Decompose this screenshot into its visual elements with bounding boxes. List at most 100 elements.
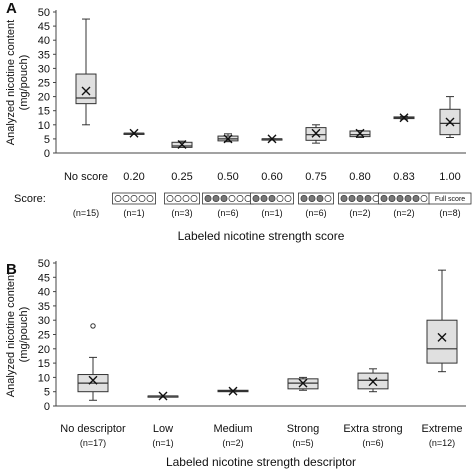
chart-panel-a: A 0 5 10 15 20 25 30 35 40 45 50 Analyzed nicotine c… <box>5 0 472 243</box>
score-dot-empty <box>114 195 122 202</box>
box-1 <box>147 391 179 401</box>
score-icon <box>338 192 382 205</box>
y-tick-label: 30 <box>38 63 50 75</box>
count-label: (n=6) <box>217 208 238 218</box>
iqr-box <box>75 73 97 105</box>
y-tick-label: 25 <box>38 78 50 90</box>
score-dot-empty <box>236 195 244 202</box>
mean-marker <box>298 378 308 388</box>
y-tick-label: 0 <box>44 148 50 160</box>
y-tick-label: 45 <box>38 272 50 284</box>
y-tick-label: 30 <box>38 315 50 327</box>
category-label: 0.50 <box>217 171 238 183</box>
score-icon <box>250 192 294 205</box>
y-tick-label: 0 <box>44 401 50 413</box>
category-label: 0.20 <box>123 171 144 183</box>
mean-marker <box>223 134 233 144</box>
y-tick-label: 35 <box>38 301 50 313</box>
box-5 <box>426 269 458 373</box>
count-label: (n=1) <box>261 208 282 218</box>
score-icon <box>112 192 156 205</box>
score-dot-empty <box>190 195 198 202</box>
y-tick-label: 40 <box>38 287 50 299</box>
score-icon <box>202 192 254 205</box>
iqr-box <box>426 319 458 364</box>
count-label: (n=3) <box>171 208 192 218</box>
box-2 <box>171 140 193 150</box>
box-0 <box>77 356 109 401</box>
score-dot-empty <box>228 195 236 202</box>
score-dot-empty <box>166 195 174 202</box>
score-dot-filled <box>204 195 212 202</box>
score-dot-filled <box>308 195 316 202</box>
score-icon-frame <box>164 192 200 205</box>
score-dot-filled <box>316 195 324 202</box>
panel-label: A <box>6 0 17 17</box>
count-label: (n=6) <box>305 208 326 218</box>
count-label: (n=2) <box>393 208 414 218</box>
y-tick-label: 15 <box>38 358 50 370</box>
y-tick-label: 20 <box>38 344 50 356</box>
score-icon <box>378 192 430 205</box>
category-label: Low <box>153 423 173 435</box>
mean-marker <box>88 375 98 385</box>
score-icon <box>298 192 334 205</box>
y-tick-label: 5 <box>44 134 50 146</box>
box-4 <box>357 368 389 393</box>
category-label: 0.75 <box>305 171 326 183</box>
box-8 <box>439 96 461 138</box>
score-dot-filled <box>364 195 372 202</box>
score-dot-filled <box>396 195 404 202</box>
count-label: (n=15) <box>73 208 99 218</box>
box-3 <box>287 376 319 391</box>
count-label: (n=2) <box>349 208 370 218</box>
category-label: 0.80 <box>349 171 370 183</box>
mean-marker <box>228 386 238 396</box>
x-axis-label: Labeled nicotine strength descriptor <box>166 455 356 469</box>
category-label: 0.83 <box>393 171 414 183</box>
category-label: Extra strong <box>343 423 402 435</box>
count-label: (n=5) <box>292 438 313 448</box>
box-1 <box>123 128 145 138</box>
score-row-label: Score: <box>14 193 46 205</box>
score-dot-filled <box>212 195 220 202</box>
score-dot-empty <box>146 195 154 202</box>
score-icon <box>164 192 200 205</box>
category-label: No score <box>64 171 108 183</box>
mean-marker <box>445 117 455 127</box>
score-dot-filled <box>380 195 388 202</box>
x-axis-label: Labeled nicotine strength score <box>178 229 345 243</box>
count-label: (n=6) <box>362 438 383 448</box>
count-label: (n=17) <box>80 438 106 448</box>
y-axis-label-unit: (mg/pouch) <box>18 307 30 363</box>
y-tick-label: 40 <box>38 35 50 47</box>
count-label: (n=1) <box>123 208 144 218</box>
mean-marker <box>267 134 277 144</box>
count-label: (n=2) <box>222 438 243 448</box>
score-dot-empty <box>420 195 428 202</box>
y-tick-label: 50 <box>38 7 50 19</box>
y-tick-label: 35 <box>38 49 50 61</box>
score-icon-frame <box>298 192 334 205</box>
count-label: (n=8) <box>439 208 460 218</box>
score-dot-empty <box>122 195 130 202</box>
score-dot-filled <box>412 195 420 202</box>
score-dot-filled <box>268 195 276 202</box>
y-axis-label: Analyzed nicotine content <box>5 20 17 145</box>
category-label: Extreme <box>422 423 463 435</box>
mean-marker <box>355 128 365 138</box>
mean-marker <box>129 128 139 138</box>
count-label: (n=1) <box>152 438 173 448</box>
y-axis-label: Analyzed nicotine content <box>5 272 17 397</box>
y-tick-label: 10 <box>38 120 50 132</box>
score-dot-filled <box>348 195 356 202</box>
category-label: 1.00 <box>439 171 460 183</box>
mean-marker <box>158 391 168 401</box>
outlier-point <box>90 323 96 329</box>
category-label: 0.60 <box>261 171 282 183</box>
mean-marker <box>177 140 187 150</box>
score-dot-filled <box>340 195 348 202</box>
y-tick-label: 5 <box>44 387 50 399</box>
score-dot-filled <box>260 195 268 202</box>
chart-panel-b: B 0 5 10 15 20 25 30 35 40 45 50 Analyzed nicotine c… <box>5 258 466 469</box>
